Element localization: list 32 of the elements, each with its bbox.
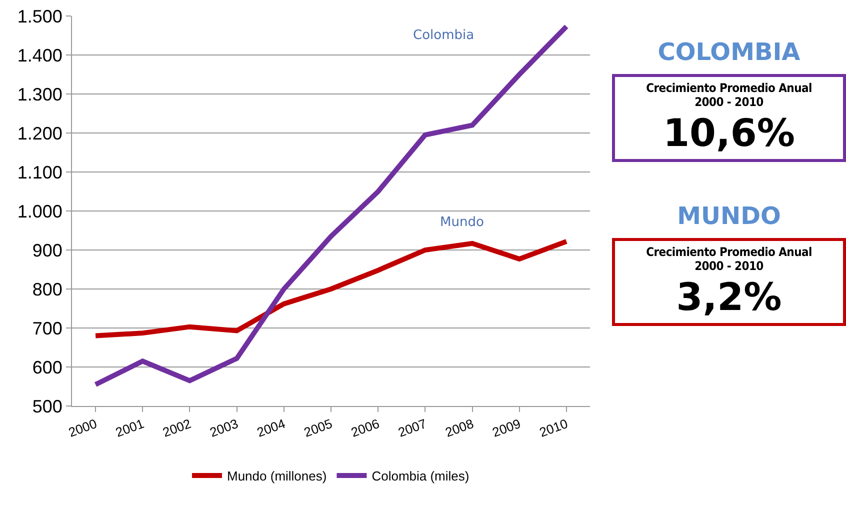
y-tick-label: 700 xyxy=(32,318,62,338)
y-tick-label: 1.100 xyxy=(17,162,62,182)
x-tick-label: 2007 xyxy=(396,416,428,440)
y-tick-label: 900 xyxy=(32,240,62,260)
y-tick-label: 1.400 xyxy=(17,45,62,66)
x-tick-label: 2008 xyxy=(443,416,476,440)
x-tick-label: 2002 xyxy=(160,416,193,440)
x-tick-label: 2003 xyxy=(208,416,240,440)
legend-label: Colombia (miles) xyxy=(372,468,470,484)
annotation: Mundo xyxy=(440,215,484,230)
x-tick-label: 2005 xyxy=(302,416,334,440)
y-tick-label: 1.000 xyxy=(17,201,62,222)
text: 10,6% xyxy=(662,111,796,155)
x-tick-label: 2004 xyxy=(254,416,288,440)
x-tick-label: 2010 xyxy=(537,416,570,440)
x-tick-label: 2000 xyxy=(66,416,99,440)
y-tick-label: 800 xyxy=(32,279,62,300)
text: 3,2% xyxy=(675,275,783,319)
y-tick-label: 500 xyxy=(32,396,62,416)
legend-label: Mundo (millones) xyxy=(227,468,327,484)
text: MUNDO xyxy=(676,202,782,230)
x-tick-label: 2009 xyxy=(490,416,523,440)
text: Crecimiento Promedio Anual 2000 - 2010 xyxy=(645,245,813,273)
y-tick-label: 1.500 xyxy=(17,6,62,26)
annotation: Colombia xyxy=(413,28,474,43)
x-tick-label: 2006 xyxy=(349,416,382,440)
y-tick-label: 1.200 xyxy=(17,123,62,144)
y-tick-label: 600 xyxy=(32,357,62,378)
x-tick-label: 2001 xyxy=(114,416,146,440)
text: COLOMBIA xyxy=(656,38,802,66)
y-tick-label: 1.300 xyxy=(17,84,62,104)
text: Crecimiento Promedio Anual 2000 - 2010 xyxy=(645,81,813,109)
